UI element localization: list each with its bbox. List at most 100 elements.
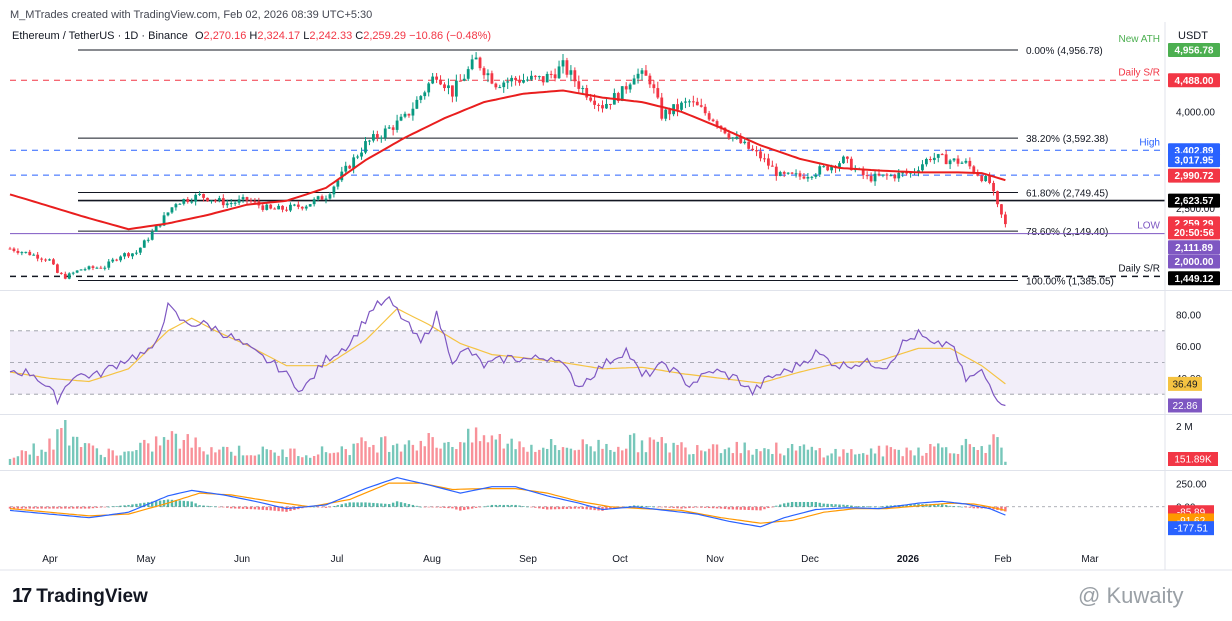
volume-bar: [502, 448, 505, 465]
macd-histogram-bar: [79, 506, 83, 509]
candle-body: [976, 172, 980, 176]
volume-bar: [154, 436, 158, 465]
candle-body: [360, 152, 363, 157]
candle-body: [735, 136, 739, 138]
pane-separator-macd[interactable]: [0, 470, 1232, 471]
candle-body: [435, 76, 438, 80]
volume-bar: [277, 455, 280, 465]
macd-histogram-bar: [605, 506, 608, 510]
volume-bar: [166, 439, 170, 465]
price-label-box: [1168, 225, 1220, 240]
candle-body: [688, 101, 691, 103]
candle-body: [691, 101, 695, 103]
macd-histogram-bar: [103, 506, 106, 508]
macd-histogram-bar: [885, 505, 889, 507]
volume-bar: [810, 446, 814, 465]
candle-body: [16, 250, 20, 253]
candle-body: [526, 79, 529, 81]
volume-bar: [281, 449, 284, 465]
candle-body: [719, 125, 723, 128]
volume-bar: [332, 452, 336, 465]
volume-bar: [384, 436, 387, 465]
macd-histogram-bar: [411, 504, 415, 507]
candle-body: [158, 225, 162, 227]
volume-bar: [356, 443, 359, 465]
candle-body: [352, 157, 356, 169]
pane-separator-rsi[interactable]: [0, 290, 1232, 291]
volume-bar: [530, 444, 533, 465]
macd-histogram-bar: [818, 502, 821, 507]
macd-histogram-bar: [838, 504, 841, 507]
tradingview-brand[interactable]: 17 TradingView: [12, 585, 148, 608]
macd-histogram-bar: [565, 506, 569, 509]
volume-bar: [901, 456, 904, 465]
macd-histogram-bar: [158, 500, 162, 507]
candle-body: [387, 127, 391, 129]
symbol-title[interactable]: Ethereum / TetherUS · 1D · Binance: [12, 30, 188, 42]
volume-bar: [747, 450, 750, 465]
candle-body: [63, 273, 67, 279]
volume-bar: [846, 452, 849, 465]
volume-bar: [237, 445, 241, 465]
volume-bar: [316, 454, 320, 465]
volume-bar: [605, 443, 608, 465]
volume-bar: [178, 448, 182, 465]
volume-bar: [226, 446, 229, 465]
macd-histogram-bar: [123, 505, 126, 507]
candle-body: [648, 75, 652, 85]
macd-histogram-bar: [549, 506, 553, 510]
volume-bar: [790, 444, 794, 465]
candle-body: [407, 113, 411, 116]
macd-histogram-bar: [502, 504, 505, 507]
candle-body: [968, 160, 972, 167]
macd-histogram-bar: [771, 506, 774, 508]
macd-histogram-bar: [625, 506, 628, 508]
candle-body: [123, 253, 126, 257]
macd-histogram-bar: [48, 506, 51, 509]
pane-separator-volume[interactable]: [0, 414, 1232, 415]
level-label-fib-0: 0.00% (4,956.78): [1026, 46, 1103, 57]
candle-body: [652, 84, 656, 89]
volume-bar: [68, 445, 71, 465]
candle-body: [48, 259, 51, 261]
macd-histogram-bar: [786, 502, 790, 507]
candle-body: [530, 75, 533, 80]
candle-body: [249, 200, 253, 202]
candle-body: [846, 156, 849, 159]
candle-body: [656, 88, 660, 98]
price-axis-tick: 4,000.00: [1176, 107, 1215, 118]
time-axis-tick: Feb: [994, 554, 1012, 565]
macd-histogram-bar: [202, 505, 205, 507]
author-line: M_MTrades created with TradingView.com, …: [10, 9, 373, 21]
moving-average-line: [9, 89, 1006, 231]
candle-body: [162, 215, 166, 226]
macd-histogram-bar: [360, 502, 363, 507]
macd-histogram-bar: [952, 506, 956, 507]
volume-bar: [668, 452, 671, 465]
candle-body: [715, 121, 719, 126]
volume-bar: [388, 451, 391, 465]
candle-body: [703, 106, 707, 114]
time-axis-tick: Aug: [423, 554, 441, 565]
macd-histogram-bar: [704, 506, 707, 508]
candle-body: [466, 69, 470, 79]
watermark: @ Kuwaity: [1078, 583, 1183, 609]
candle-body: [221, 198, 225, 206]
macd-histogram-bar: [830, 504, 833, 507]
volume-bar: [692, 454, 695, 465]
volume-bar: [581, 439, 584, 465]
volume-bar: [395, 443, 399, 465]
candle-body: [241, 197, 245, 200]
macd-histogram-bar: [237, 506, 241, 509]
macd-histogram-bar: [676, 506, 679, 509]
rsi-line: [9, 295, 1006, 407]
macd-histogram-bar: [976, 506, 979, 509]
volume-bar: [644, 452, 648, 465]
volume-bar: [210, 447, 213, 465]
candle-body: [782, 172, 786, 174]
volume-bar: [676, 444, 679, 465]
macd-histogram-bar: [688, 506, 691, 509]
macd-histogram-bar: [281, 506, 284, 512]
candle-body: [174, 204, 178, 208]
